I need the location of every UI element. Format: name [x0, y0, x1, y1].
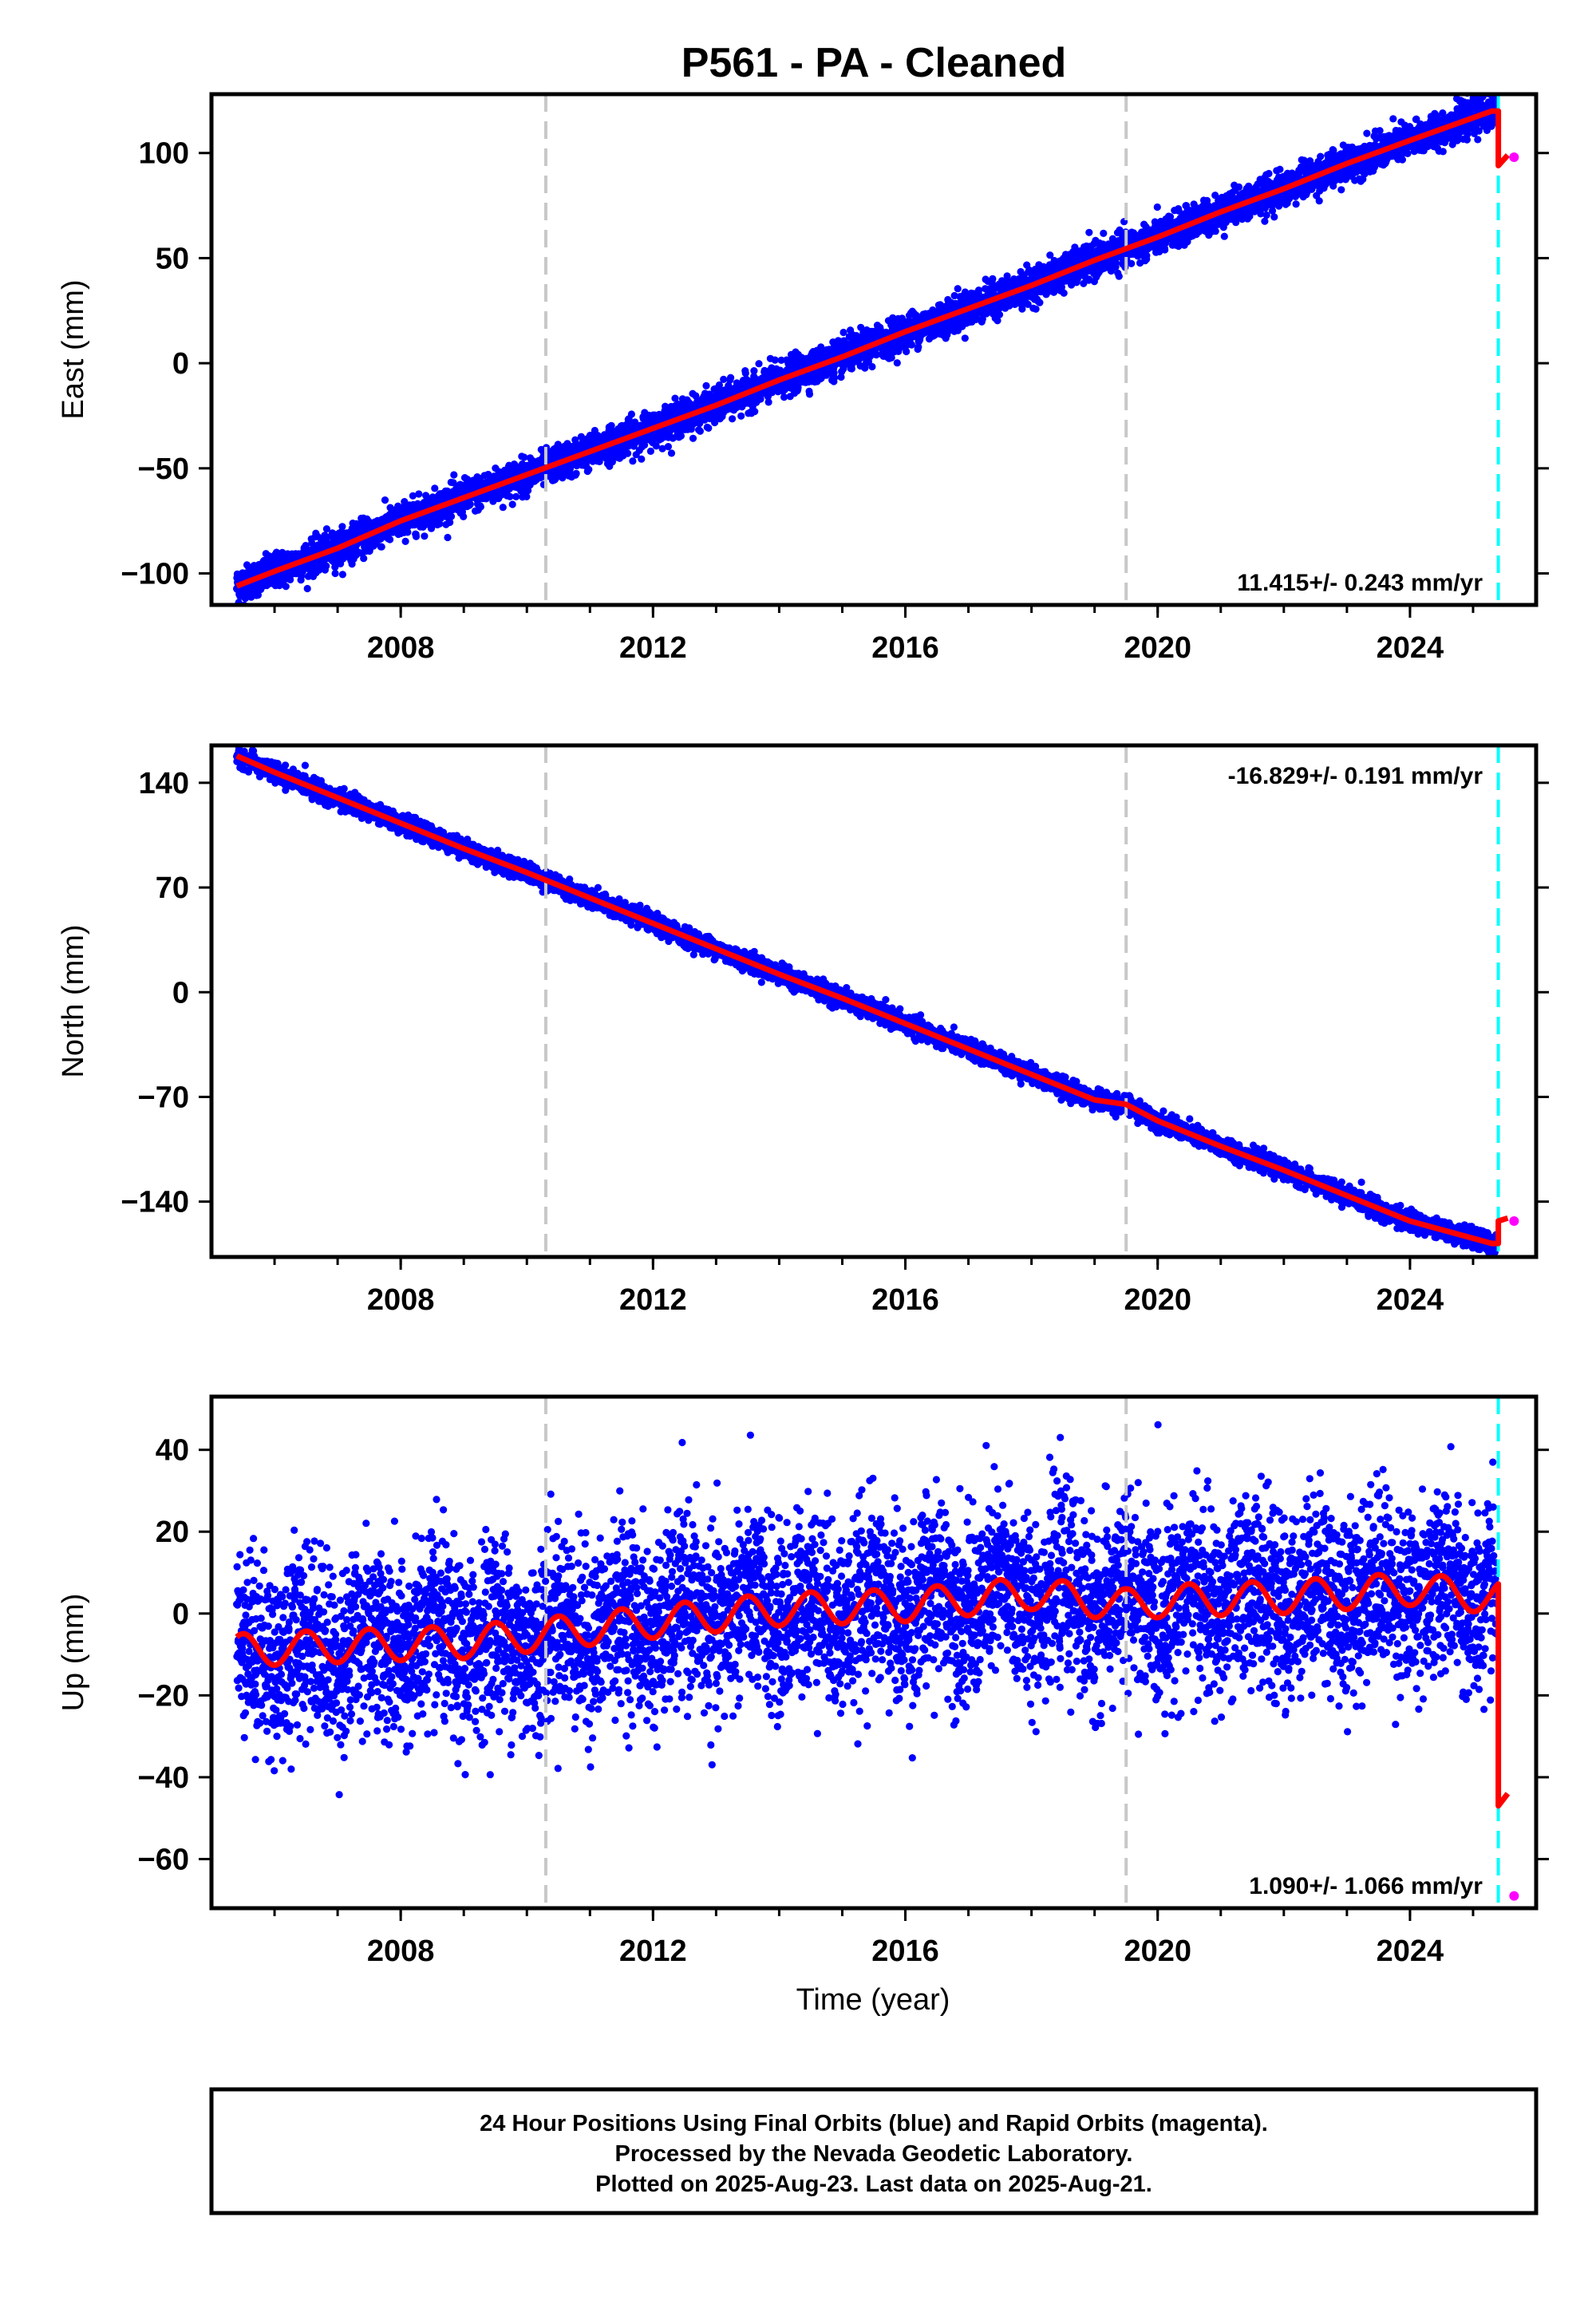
- final-orbit-point: [450, 471, 458, 479]
- final-orbit-point: [523, 492, 531, 501]
- final-orbit-point: [401, 537, 409, 546]
- final-orbit-point: [421, 532, 429, 540]
- final-orbit-point: [720, 375, 728, 383]
- final-orbit-point: [572, 469, 580, 477]
- final-orbit-point: [338, 571, 346, 579]
- final-orbit-point: [404, 528, 412, 536]
- final-orbit-point: [338, 523, 346, 531]
- final-orbit-point: [1128, 259, 1136, 267]
- final-orbit-point: [995, 310, 1004, 318]
- final-orbit-point: [751, 407, 759, 416]
- final-orbit-point: [624, 449, 632, 457]
- final-orbit-point: [727, 373, 735, 381]
- final-orbit-point: [737, 412, 745, 420]
- final-orbit-point: [961, 334, 969, 342]
- final-orbit-point: [431, 484, 439, 492]
- final-orbit-point: [750, 367, 758, 375]
- final-orbit-point: [689, 434, 697, 442]
- final-orbit-point: [447, 512, 456, 520]
- final-orbit-point: [1235, 183, 1243, 191]
- final-orbit-point: [664, 443, 673, 451]
- final-orbit-point: [1036, 298, 1044, 306]
- final-orbit-point: [868, 362, 876, 371]
- final-orbit-point: [386, 536, 394, 543]
- final-orbit-point: [272, 548, 281, 556]
- final-orbit-point: [893, 359, 901, 367]
- final-orbit-point: [696, 427, 705, 435]
- final-orbit-point: [460, 512, 468, 521]
- final-orbit-point: [585, 465, 593, 473]
- final-orbit-point: [1085, 228, 1093, 236]
- final-orbit-point: [646, 447, 655, 456]
- final-orbit-point: [1060, 289, 1068, 297]
- final-orbit-point: [702, 381, 710, 389]
- final-orbit-point: [1143, 251, 1151, 259]
- final-orbit-point: [415, 490, 423, 498]
- final-orbit-point: [771, 356, 779, 364]
- final-orbit-point: [1100, 229, 1108, 237]
- final-orbit-point: [907, 341, 916, 349]
- final-orbit-point: [331, 563, 339, 571]
- final-orbit-point: [449, 479, 457, 487]
- final-orbit-point: [1220, 232, 1228, 240]
- final-orbit-point: [705, 424, 713, 433]
- final-orbit-point: [1161, 246, 1169, 254]
- final-orbit-point: [1153, 203, 1161, 211]
- final-orbit-point: [499, 504, 507, 512]
- final-orbit-point: [638, 455, 646, 463]
- final-orbit-point: [755, 360, 763, 368]
- final-orbit-point: [839, 328, 847, 337]
- chart-title: P561 - PA - Cleaned: [681, 40, 1067, 86]
- final-orbit-point: [1211, 227, 1219, 235]
- final-orbit-point: [677, 432, 685, 440]
- final-orbit-point: [729, 415, 737, 423]
- final-orbit-point: [667, 449, 676, 457]
- final-orbit-point: [805, 390, 814, 398]
- final-orbit-point: [466, 500, 474, 508]
- final-orbit-point: [381, 496, 389, 504]
- final-orbit-point: [322, 562, 330, 570]
- final-orbit-point: [282, 583, 290, 591]
- final-orbit-point: [954, 285, 962, 293]
- final-orbit-point: [629, 457, 637, 465]
- final-orbit-point: [254, 591, 262, 599]
- final-orbit-point: [508, 500, 516, 508]
- final-orbit-point: [446, 518, 454, 527]
- final-orbit-point: [444, 533, 452, 542]
- final-orbit-point: [764, 398, 772, 406]
- final-orbit-point: [360, 555, 368, 563]
- final-orbit-point: [322, 525, 330, 533]
- final-orbit-point: [1032, 305, 1040, 313]
- final-orbit-point: [831, 373, 839, 381]
- final-orbit-point: [409, 492, 417, 500]
- final-orbit-point: [331, 569, 339, 578]
- final-orbit-point: [974, 287, 983, 294]
- final-orbit-point: [512, 492, 520, 501]
- final-orbit-point: [476, 503, 485, 511]
- plot-area: [233, 94, 1519, 605]
- final-orbit-point: [847, 365, 855, 373]
- final-orbit-point: [627, 410, 636, 418]
- final-orbit-point: [1115, 272, 1123, 280]
- final-orbit-point: [412, 532, 421, 540]
- final-orbit-point: [303, 584, 311, 593]
- final-orbit-point: [436, 520, 444, 528]
- final-orbit-point: [377, 543, 385, 551]
